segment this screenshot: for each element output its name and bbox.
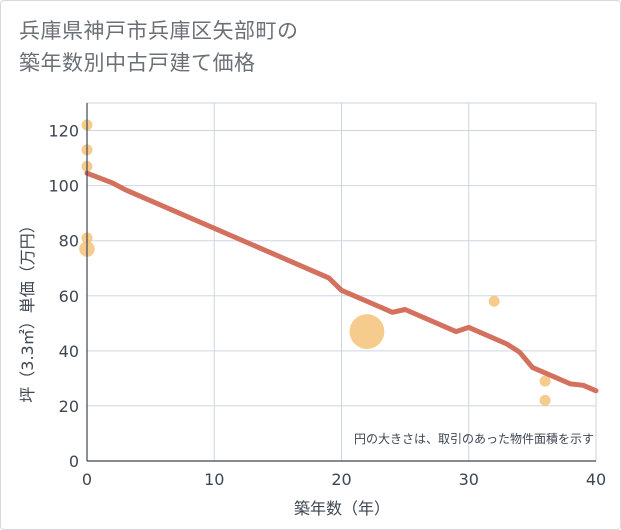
- x-tick-label: 20: [331, 470, 351, 489]
- x-tick-label: 0: [82, 470, 92, 489]
- trend-line: [84, 170, 599, 394]
- y-tick-label: 120: [48, 122, 79, 141]
- x-tick-label: 10: [204, 470, 224, 489]
- size-note: 円の大きさは、取引のあった物件面積を示す: [354, 431, 594, 446]
- chart-title-line2: 築年数別中古戸建て価格: [19, 51, 256, 75]
- chart-title-line1: 兵庫県神戸市兵庫区矢部町の: [19, 19, 299, 43]
- y-tick-label: 80: [59, 232, 79, 251]
- scatter-point: [539, 375, 551, 387]
- y-axis-label: 坪（3.3㎡）単価（万円）: [18, 217, 37, 402]
- y-tick-label: 60: [59, 287, 79, 306]
- y-tick-label: 0: [69, 452, 79, 471]
- y-tick-label: 20: [59, 397, 79, 416]
- x-axis-label: 築年数（年）: [294, 499, 390, 518]
- y-tick-label: 100: [48, 177, 79, 196]
- axes: [86, 103, 596, 462]
- scatter-points: [79, 119, 551, 406]
- scatter-point: [488, 295, 500, 307]
- y-tick-label: 40: [59, 342, 79, 361]
- x-tick-label: 30: [459, 470, 479, 489]
- x-tick-label: 40: [586, 470, 606, 489]
- scatter-point: [539, 394, 551, 406]
- chart-title: 兵庫県神戸市兵庫区矢部町の 築年数別中古戸建て価格: [19, 15, 299, 79]
- grid-lines: [86, 102, 597, 462]
- scatter-point: [349, 314, 385, 349]
- trend-line-group: [84, 170, 599, 394]
- tick-labels: 0 20 40 60 80 100 120 0 10 20 30 40: [48, 122, 606, 489]
